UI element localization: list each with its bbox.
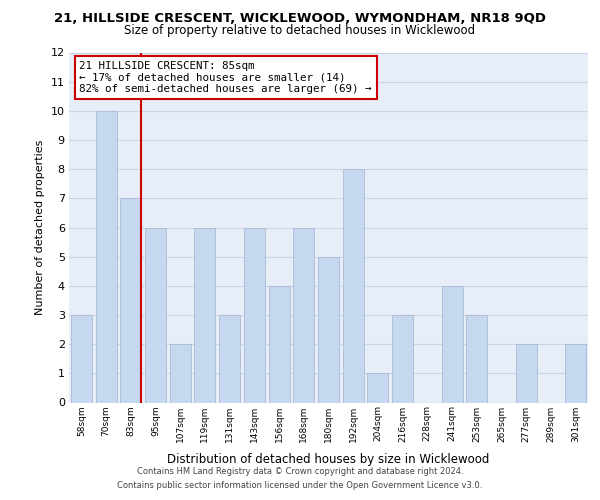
X-axis label: Distribution of detached houses by size in Wicklewood: Distribution of detached houses by size … bbox=[167, 453, 490, 466]
Bar bbox=[71, 315, 92, 402]
Bar bbox=[293, 228, 314, 402]
Bar bbox=[194, 228, 215, 402]
Y-axis label: Number of detached properties: Number of detached properties bbox=[35, 140, 45, 315]
Bar bbox=[95, 111, 116, 403]
Text: Contains HM Land Registry data © Crown copyright and database right 2024.: Contains HM Land Registry data © Crown c… bbox=[137, 467, 463, 476]
Text: 21 HILLSIDE CRESCENT: 85sqm
← 17% of detached houses are smaller (14)
82% of sem: 21 HILLSIDE CRESCENT: 85sqm ← 17% of det… bbox=[79, 61, 372, 94]
Bar bbox=[145, 228, 166, 402]
Bar bbox=[442, 286, 463, 403]
Bar bbox=[244, 228, 265, 402]
Bar bbox=[343, 169, 364, 402]
Bar bbox=[269, 286, 290, 403]
Text: Size of property relative to detached houses in Wicklewood: Size of property relative to detached ho… bbox=[124, 24, 476, 37]
Bar bbox=[367, 374, 388, 402]
Bar bbox=[120, 198, 141, 402]
Bar bbox=[392, 315, 413, 402]
Text: 21, HILLSIDE CRESCENT, WICKLEWOOD, WYMONDHAM, NR18 9QD: 21, HILLSIDE CRESCENT, WICKLEWOOD, WYMON… bbox=[54, 12, 546, 26]
Text: Contains public sector information licensed under the Open Government Licence v3: Contains public sector information licen… bbox=[118, 481, 482, 490]
Bar bbox=[219, 315, 240, 402]
Bar bbox=[318, 256, 339, 402]
Bar bbox=[170, 344, 191, 403]
Bar bbox=[565, 344, 586, 403]
Bar bbox=[516, 344, 537, 403]
Bar bbox=[466, 315, 487, 402]
